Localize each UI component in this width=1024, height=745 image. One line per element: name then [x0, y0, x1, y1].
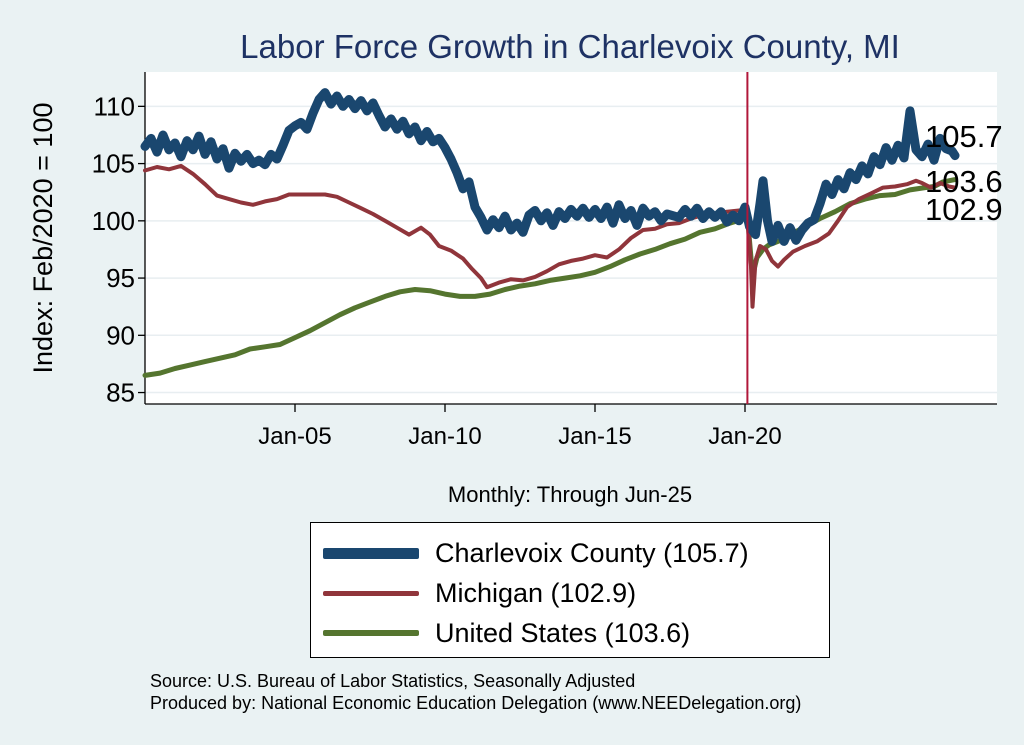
y-axis-label: Index: Feb/2020 = 100 [28, 103, 58, 374]
producer-note: Produced by: National Economic Education… [150, 693, 802, 713]
y-axis-ticks: 85 90 95 100 105 110 [92, 91, 145, 408]
y-tick-label-100: 100 [92, 206, 135, 236]
chart-title: Labor Force Growth in Charlevoix County,… [240, 28, 900, 65]
y-tick-label-105: 105 [92, 149, 135, 179]
plot-area [145, 72, 997, 404]
footer-notes: Source: U.S. Bureau of Labor Statistics,… [150, 670, 801, 714]
y-tick-label-95: 95 [106, 263, 135, 293]
y-tick-label-85: 85 [106, 378, 135, 408]
end-label-charlevoix-county: 105.7 [925, 119, 1003, 154]
x-axis-ticks: Jan-05 Jan-10 Jan-15 Jan-20 [258, 404, 782, 450]
x-tick-label-3: Jan-20 [708, 423, 781, 450]
legend-item-united-states: United States (103.6) [323, 617, 690, 649]
legend-label-charlevoix: Charlevoix County (105.7) [435, 537, 749, 568]
x-axis-label: Monthly: Through Jun-25 [448, 482, 692, 507]
series-lines [140, 88, 960, 378]
end-label-united-states: 103.6 [925, 164, 1003, 199]
legend-swatch-michigan [323, 590, 419, 596]
legend-swatch-united-states [323, 630, 419, 636]
legend: Charlevoix County (105.7) Michigan (102.… [310, 522, 830, 658]
end-label-michigan: 102.9 [925, 192, 1003, 227]
legend-item-michigan: Michigan (102.9) [323, 577, 636, 609]
x-tick-label-0: Jan-05 [258, 423, 331, 450]
x-tick-label-1: Jan-10 [408, 423, 481, 450]
source-note: Source: U.S. Bureau of Labor Statistics,… [150, 671, 636, 691]
series-line-united-states [142, 177, 958, 378]
legend-label-united-states: United States (103.6) [435, 617, 691, 648]
legend-swatch-charlevoix [323, 547, 419, 559]
series-line-michigan [143, 163, 957, 309]
series-line-charlevoix-county [140, 88, 960, 246]
y-tick-label-90: 90 [106, 320, 135, 350]
x-tick-label-2: Jan-15 [558, 423, 631, 450]
legend-label-michigan: Michigan (102.9) [435, 577, 637, 608]
legend-item-charlevoix: Charlevoix County (105.7) [323, 537, 749, 569]
y-tick-label-110: 110 [94, 91, 135, 121]
